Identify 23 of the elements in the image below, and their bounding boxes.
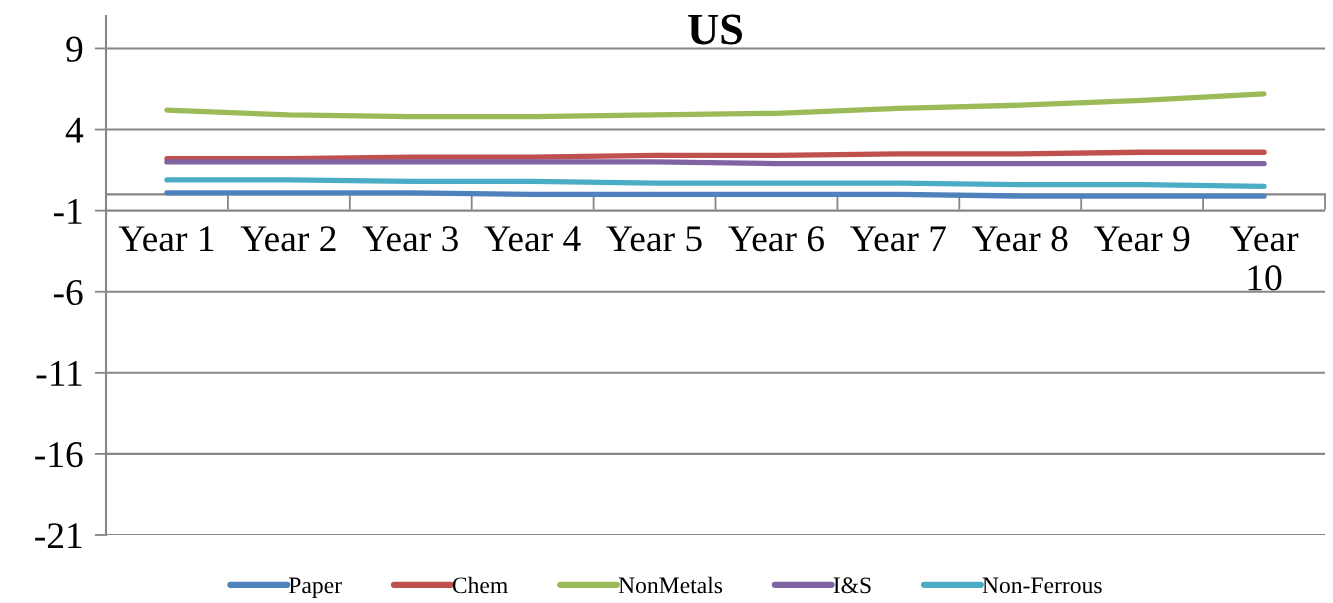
y-tick-label: -11 — [36, 361, 82, 386]
y-tick-label: -1 — [53, 198, 82, 224]
x-tick-label: Year 9 — [1093, 226, 1190, 252]
x-tick-label: Year 2 — [240, 226, 336, 252]
legend-label: NonMetals — [618, 576, 723, 594]
chart-title: US — [688, 14, 743, 45]
legend-label: Paper — [288, 577, 342, 599]
x-tick-label: Year 5 — [606, 226, 702, 252]
x-tick-label: Year 3 — [362, 226, 458, 252]
y-tick-label: -6 — [53, 279, 83, 306]
y-tick-label: -16 — [35, 442, 83, 468]
y-tick-label: 9 — [66, 36, 83, 62]
x-tick-label: Year 6 — [728, 226, 824, 252]
legend-label: I&S — [833, 577, 871, 594]
legend-label: Non-Ferrous — [982, 577, 1102, 594]
x-tick-label: Year 1 — [118, 226, 214, 252]
x-tick-label: Year 8 — [972, 226, 1068, 252]
x-tick-label: Year 4 — [484, 226, 581, 252]
legend-label: Chem — [452, 576, 508, 594]
y-tick-label: 4 — [65, 117, 84, 143]
x-tick-label: Year 7 — [850, 226, 946, 252]
y-tick-label: -21 — [35, 523, 82, 549]
x-tick-label: Year 10 — [1229, 226, 1299, 291]
